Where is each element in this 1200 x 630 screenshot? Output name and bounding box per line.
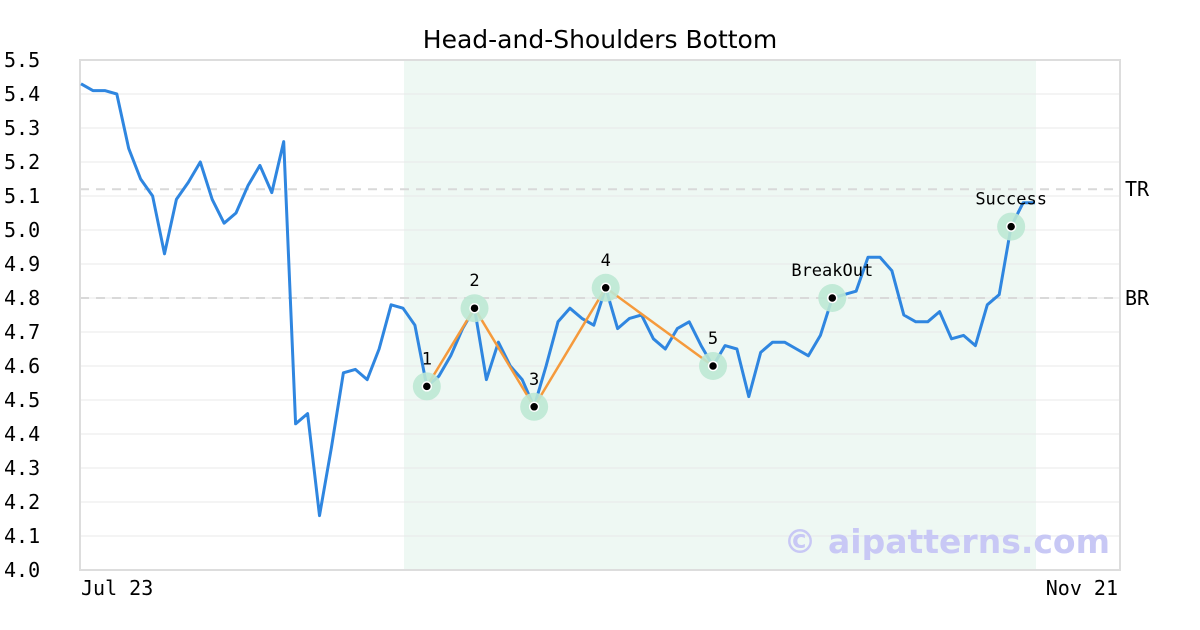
reference-label-br: BR — [1125, 286, 1150, 310]
y-tick-label: 5.2 — [4, 150, 40, 174]
y-tick-label: 4.2 — [4, 490, 40, 514]
point-label: Success — [975, 190, 1047, 210]
pattern-segment — [473, 307, 536, 408]
pattern-segment — [425, 307, 476, 388]
gridlines — [80, 93, 1120, 537]
watermark: © aipatterns.com — [784, 522, 1110, 561]
plot-frame — [79, 59, 1121, 571]
y-tick-label: 5.5 — [4, 48, 40, 72]
y-tick-label: 5.4 — [4, 82, 40, 106]
y-tick-label: 4.7 — [4, 320, 40, 344]
price-series — [80, 82, 1035, 518]
y-tick-label: 4.0 — [4, 558, 40, 582]
pattern-points: 1 2 3 4 5 BreakOut Success — [412, 190, 1047, 421]
point-marker — [469, 302, 480, 314]
x-tick-label: Jul 23 — [81, 576, 153, 600]
pattern-segment — [604, 286, 714, 368]
y-tick-label: 4.9 — [4, 252, 40, 276]
highlight-region — [403, 60, 1037, 570]
pattern-segment — [533, 287, 607, 408]
point-marker — [827, 292, 838, 304]
point-label: 2 — [469, 271, 479, 291]
x-tick-label: Nov 21 — [1046, 576, 1118, 600]
y-tick-label: 4.3 — [4, 456, 40, 480]
point-label: 3 — [529, 370, 539, 390]
y-axis-ticks: 4.0 4.1 4.2 4.3 4.4 4.5 4.6 4.7 4.8 4.9 5.0 5.1 5.2 5… — [4, 48, 40, 582]
y-tick-label: 4.6 — [4, 354, 40, 378]
y-tick-label: 4.1 — [4, 524, 40, 548]
y-tick-label: 5.1 — [4, 184, 40, 208]
x-axis-ticks: Jul 23 Nov 21 — [81, 576, 1118, 600]
price-line — [80, 82, 1035, 518]
point-label: BreakOut — [791, 261, 873, 281]
highlight-band — [403, 60, 1037, 570]
y-tick-label: 4.8 — [4, 286, 40, 310]
point-marker — [600, 282, 611, 294]
reference-label-tr: TR — [1125, 177, 1150, 201]
point-marker — [707, 360, 719, 372]
point-label: 5 — [708, 329, 718, 349]
y-tick-label: 5.3 — [4, 116, 40, 140]
pattern-lines — [425, 286, 714, 408]
y-tick-label: 5.0 — [4, 218, 40, 242]
point-marker — [528, 401, 540, 413]
y-tick-label: 4.5 — [4, 388, 40, 412]
point-marker — [1005, 221, 1017, 232]
chart-title: Head-and-Shoulders Bottom — [423, 25, 777, 54]
point-label: 4 — [601, 251, 611, 271]
point-marker — [421, 381, 433, 392]
y-tick-label: 4.4 — [4, 422, 40, 446]
point-label: 1 — [422, 349, 432, 369]
